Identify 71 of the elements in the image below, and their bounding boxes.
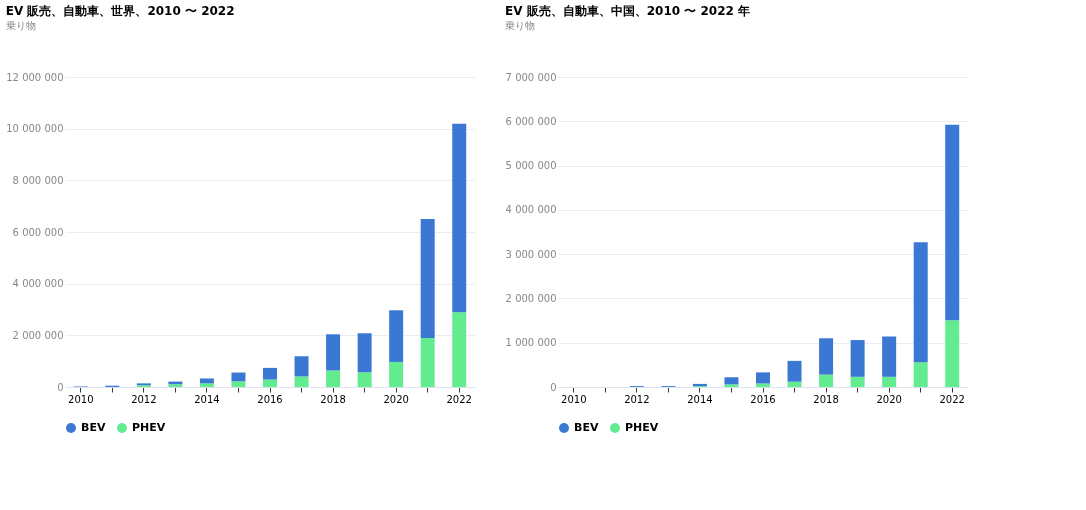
bar [294,376,309,387]
bar [357,372,372,387]
bar [199,378,214,384]
x-tick-label: 2016 [257,393,283,405]
y-tick-label: 2 000 000 [505,292,557,304]
y-tick-label: 1 000 000 [505,337,557,349]
x-tick-label: 2012 [131,393,157,405]
bar [945,320,960,387]
y-tick-label: 7 000 000 [505,71,557,83]
bar [326,334,341,371]
x-tick-label: 2022 [446,393,472,405]
chart-subtitle: 乗り物 [5,20,36,31]
legend-label: PHEV [625,421,659,434]
y-tick-label: 0 [57,381,64,393]
x-tick-label: 2020 [383,393,409,405]
x-tick-label: 2012 [624,393,650,405]
x-tick-label: 2020 [876,393,902,405]
bar [787,381,802,387]
bar [389,310,404,362]
y-tick-label: 6 000 000 [505,115,557,127]
bar [850,376,865,387]
y-tick-label: 8 000 000 [12,174,64,186]
y-tick-label: 2 000 000 [12,329,64,341]
y-tick-label: 6 000 000 [12,226,64,238]
y-tick-label: 4 000 000 [12,278,64,290]
bar [263,367,277,380]
legend-label: BEV [81,421,106,434]
bar [294,356,309,377]
bar [326,370,341,387]
y-tick-label: 10 000 000 [6,123,64,135]
bar [913,242,928,363]
chart-subtitle: 乗り物 [505,20,536,31]
bar [724,377,739,385]
bar [231,372,246,382]
legend-label: BEV [574,421,599,434]
bar [357,333,372,373]
bar [724,384,739,387]
bar [945,124,960,321]
bar [819,374,834,387]
bar [452,123,467,313]
y-tick-label: 12 000 000 [6,71,64,83]
x-tick-label: 2018 [320,393,346,405]
bar [452,312,467,387]
y-tick-label: 4 000 000 [505,204,557,216]
x-tick-label: 2010 [68,393,94,405]
y-tick-label: 5 000 000 [505,160,557,172]
bar [913,362,928,387]
y-tick-label: 3 000 000 [505,248,557,260]
bar [420,219,435,338]
chart-title: EV 販売、自動車、世界、2010 〜 2022 [5,4,235,18]
x-tick-label: 2010 [561,393,587,405]
x-tick-label: 2018 [813,393,839,405]
bar [263,379,277,387]
x-tick-label: 2014 [687,393,713,405]
legend-label: PHEV [132,421,166,434]
bar [756,383,770,387]
bar [882,376,897,387]
bar [882,336,897,377]
bar [819,338,834,375]
x-tick-label: 2016 [750,393,776,405]
y-tick-label: 0 [550,381,557,393]
bar [199,383,214,387]
bar [231,381,246,387]
bar [389,361,404,387]
x-tick-label: 2014 [194,393,220,405]
bar [420,337,435,387]
bar [850,340,865,377]
bar [756,372,770,384]
bar [787,360,802,382]
chart-title: EV 販売、自動車、中国、2010 〜 2022 年 [505,4,751,18]
x-tick-label: 2022 [939,393,965,405]
